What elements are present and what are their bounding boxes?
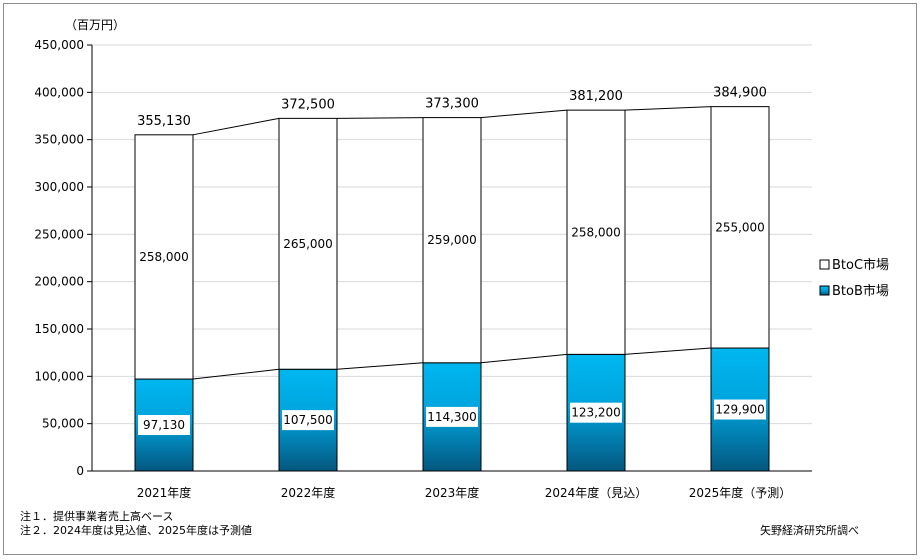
- bar-btoc: [134, 134, 194, 380]
- note-2: 注２．2024年度は見込値、2025年度は予測値: [20, 524, 252, 537]
- btob-label-box: [282, 410, 334, 431]
- bar-btoc: [566, 109, 626, 355]
- legend-label-btob: BtoB市場: [832, 283, 889, 299]
- y-tick-label: 400,000: [34, 85, 84, 99]
- btob-value-label: 107,500: [283, 413, 333, 427]
- legend-label-btoc: BtoC市場: [832, 257, 889, 273]
- btob-label-box: [426, 406, 478, 427]
- note-1: 注１．提供事業者売上高ベース: [20, 510, 174, 523]
- total-connector-line: [336, 117, 424, 119]
- y-tick-label: 0: [76, 464, 84, 478]
- y-tick-label: 450,000: [34, 38, 84, 52]
- btob-connector-line: [480, 353, 568, 364]
- unit-label: （百万円）: [65, 18, 125, 32]
- total-connector-line: [480, 109, 568, 119]
- btoc-value-label: 259,000: [427, 233, 477, 247]
- btob-label-box: [570, 402, 622, 423]
- btoc-value-label: 258,000: [571, 225, 621, 239]
- data-labels: 355,130 258,000 97,130 372,500 265,000 107,50…: [137, 86, 767, 436]
- x-tick-label: 2023年度: [425, 485, 480, 500]
- x-tick-label: 2022年度: [281, 485, 336, 500]
- y-tick-label: 300,000: [34, 180, 84, 194]
- btob-value-label: 97,130: [143, 418, 185, 432]
- btob-connector-line: [624, 347, 712, 355]
- total-connector-line: [192, 117, 280, 136]
- y-tick-label: 100,000: [34, 369, 84, 383]
- x-tick-label: 2021年度: [137, 485, 192, 500]
- btob-value-label: 114,300: [427, 410, 477, 424]
- btob-value-label: 129,900: [715, 403, 765, 417]
- legend: BtoC市場 BtoB市場: [819, 257, 889, 299]
- y-tick-label: 150,000: [34, 322, 84, 336]
- source-credit: 矢野経済研究所調べ: [760, 524, 859, 537]
- total-label: 372,500: [281, 97, 335, 112]
- btob-label-box: [714, 399, 766, 420]
- total-label: 373,300: [425, 97, 479, 112]
- axes: 0 50,000 100,000 150,000 200,000 250,000 300,0…: [34, 38, 812, 500]
- total-label: 355,130: [137, 114, 191, 129]
- total-label: 384,900: [713, 86, 767, 101]
- btob-value-label: 123,200: [571, 406, 621, 420]
- y-tick-label: 200,000: [34, 275, 84, 289]
- btob-label-box: [138, 415, 190, 436]
- y-tick-label: 350,000: [34, 133, 84, 147]
- y-tick-label: 250,000: [34, 227, 84, 241]
- btob-connector-line: [192, 368, 280, 380]
- connector-lines: [192, 106, 712, 380]
- btob-connector-line: [336, 362, 424, 370]
- btoc-value-label: 258,000: [139, 250, 189, 264]
- x-tick-label: 2024年度（見込）: [545, 485, 648, 500]
- total-label: 381,200: [569, 89, 623, 104]
- bar-btoc: [278, 117, 338, 370]
- bar-btoc: [422, 117, 482, 364]
- btoc-value-label: 265,000: [283, 237, 333, 251]
- total-connector-line: [624, 106, 712, 111]
- btoc-value-label: 255,000: [715, 220, 765, 234]
- legend-swatch-btob: [819, 285, 830, 296]
- legend-swatch-btoc: [819, 259, 830, 270]
- x-tick-label: 2025年度（予測）: [689, 485, 792, 500]
- bar-btoc: [710, 106, 770, 349]
- y-tick-label: 50,000: [42, 417, 84, 431]
